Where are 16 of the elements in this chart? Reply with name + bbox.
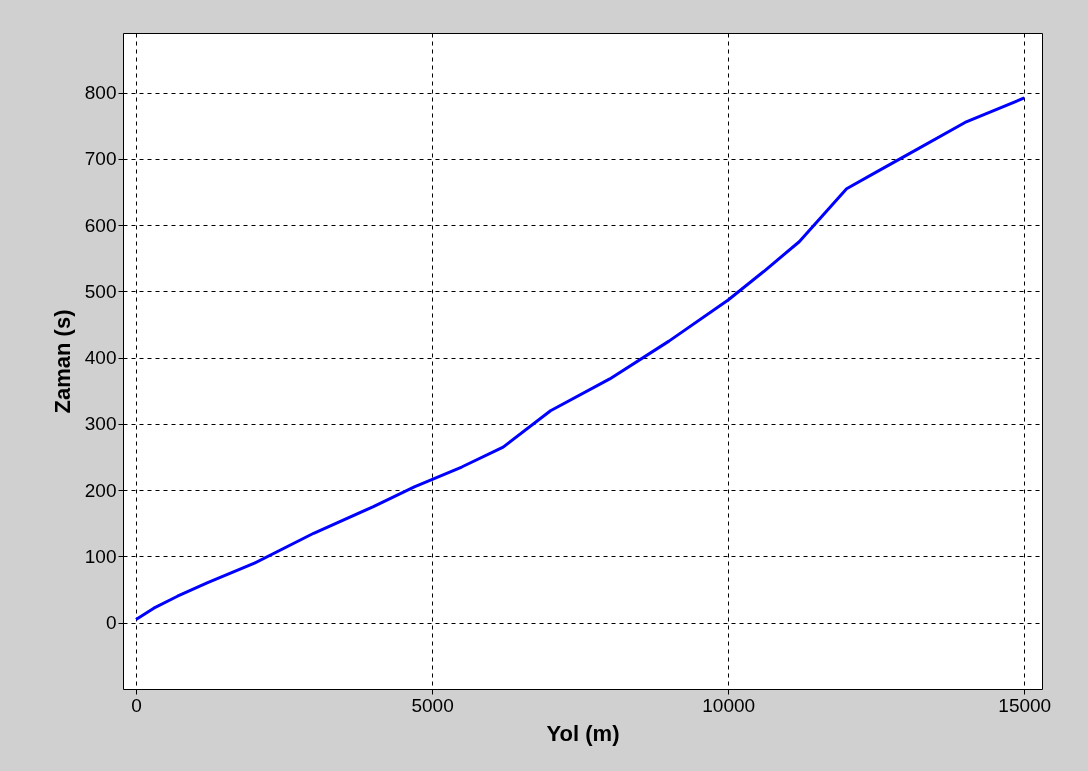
x-tick-label: 15000 bbox=[998, 694, 1052, 716]
y-axis-title: Zaman (s) bbox=[49, 309, 75, 414]
line-series bbox=[134, 96, 1026, 621]
y-tick-label: 300 bbox=[84, 413, 117, 435]
y-tick-label: 0 bbox=[105, 612, 117, 634]
y-tick-label: 700 bbox=[84, 148, 117, 170]
x-tick-label: 10000 bbox=[702, 694, 756, 716]
y-tick-label: 800 bbox=[84, 82, 117, 104]
y-tick-label: 500 bbox=[84, 280, 117, 302]
x-tick-label: 5000 bbox=[411, 694, 454, 716]
x-axis-title: Yol (m) bbox=[546, 720, 620, 746]
y-tick-label: 100 bbox=[84, 545, 117, 567]
x-tick-label: 0 bbox=[131, 694, 142, 716]
y-tick-label: 400 bbox=[84, 347, 117, 369]
y-tick-label: 600 bbox=[84, 214, 117, 236]
y-tick-label: 200 bbox=[84, 479, 117, 501]
